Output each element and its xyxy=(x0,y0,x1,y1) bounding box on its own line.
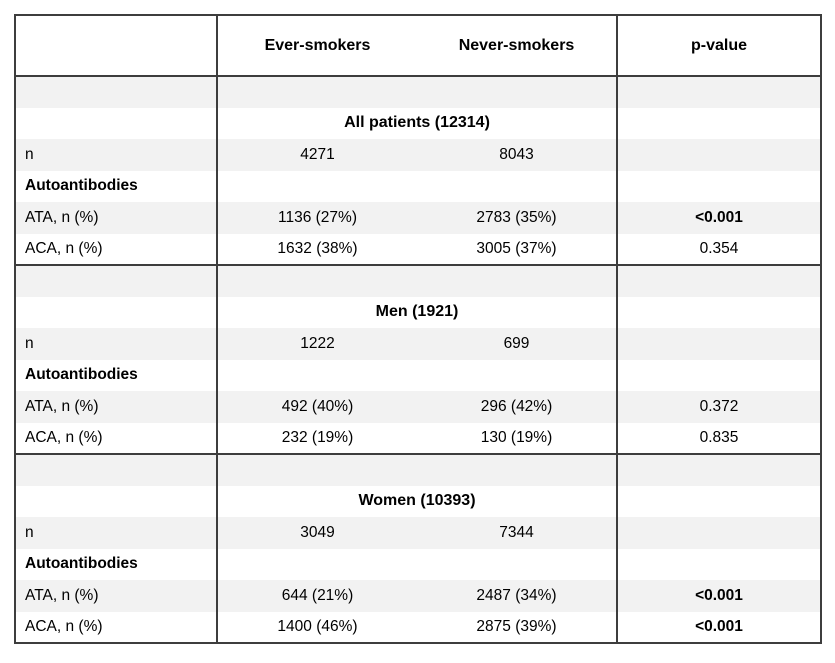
cell-pvalue-ata: 0.372 xyxy=(616,391,821,423)
header-p-value: p-value xyxy=(616,15,821,77)
cell-never-n: 8043 xyxy=(417,139,617,171)
table-container: Ever-smokers Never-smokers p-value All p… xyxy=(14,14,822,644)
n-row: n 4271 8043 xyxy=(15,139,821,171)
section-title-all-patients: All patients (12314) xyxy=(216,107,617,139)
cell-never-n: 699 xyxy=(417,328,617,360)
cell-pvalue-aca: 0.354 xyxy=(616,233,821,266)
cell-ever-ata: 644 (21%) xyxy=(216,580,417,612)
empty-cell xyxy=(216,265,417,297)
empty-cell xyxy=(417,171,617,203)
empty-cell xyxy=(417,265,617,297)
cell-never-aca: 130 (19%) xyxy=(417,422,617,455)
section-title-row: Women (10393) xyxy=(15,485,821,518)
cell-ever-aca: 1632 (38%) xyxy=(216,233,417,266)
smokers-autoantibodies-table: Ever-smokers Never-smokers p-value All p… xyxy=(14,14,822,644)
autoantibodies-row: Autoantibodies xyxy=(15,170,821,203)
row-label-n: n xyxy=(15,328,217,360)
n-row: n 3049 7344 xyxy=(15,517,821,549)
cell-pvalue-ata: <0.001 xyxy=(616,202,821,234)
row-label-autoantibodies: Autoantibodies xyxy=(25,366,138,384)
cell-ever-n: 1222 xyxy=(216,328,417,360)
section-title-women: Women (10393) xyxy=(216,485,617,517)
aca-row: ACA, n (%) 1632 (38%) 3005 (37%) 0.354 xyxy=(15,233,821,266)
cell-ever-n: 4271 xyxy=(216,139,417,171)
empty-cell xyxy=(616,328,821,360)
ata-row: ATA, n (%) 644 (21%) 2487 (34%) <0.001 xyxy=(15,580,821,612)
spacer-row xyxy=(15,76,821,108)
empty-cell xyxy=(417,549,617,581)
row-label-autoantibodies: Autoantibodies xyxy=(25,177,138,195)
empty-cell xyxy=(616,454,821,486)
empty-cell xyxy=(15,486,217,518)
empty-cell xyxy=(616,548,821,580)
empty-cell xyxy=(15,108,217,140)
cell-pvalue-ata: <0.001 xyxy=(616,580,821,612)
empty-cell xyxy=(616,139,821,171)
empty-cell xyxy=(15,76,217,108)
empty-cell xyxy=(15,297,217,329)
empty-cell xyxy=(417,360,617,392)
cell-ever-aca: 1400 (46%) xyxy=(216,611,417,643)
row-label-aca: ACA, n (%) xyxy=(15,422,217,455)
cell-ever-ata: 1136 (27%) xyxy=(216,202,417,234)
cell-pvalue-aca: <0.001 xyxy=(616,611,821,643)
empty-cell xyxy=(616,265,821,297)
empty-cell xyxy=(216,548,417,580)
cell-never-ata: 2487 (34%) xyxy=(417,580,617,612)
aca-row: ACA, n (%) 232 (19%) 130 (19%) 0.835 xyxy=(15,422,821,455)
empty-cell xyxy=(216,359,417,391)
empty-cell xyxy=(616,170,821,202)
cell-ever-n: 3049 xyxy=(216,517,417,549)
ata-row: ATA, n (%) 1136 (27%) 2783 (35%) <0.001 xyxy=(15,202,821,234)
empty-cell xyxy=(616,517,821,549)
header-corner-cell xyxy=(15,15,217,77)
section-title-row: Men (1921) xyxy=(15,296,821,329)
empty-cell xyxy=(417,454,617,486)
header-ever-smokers: Ever-smokers xyxy=(216,15,417,77)
aca-row: ACA, n (%) 1400 (46%) 2875 (39%) <0.001 xyxy=(15,611,821,643)
empty-cell xyxy=(216,454,417,486)
row-label-ata: ATA, n (%) xyxy=(15,580,217,612)
spacer-row xyxy=(15,454,821,486)
cell-never-aca: 2875 (39%) xyxy=(476,617,557,635)
empty-cell xyxy=(616,359,821,391)
ata-row: ATA, n (%) 492 (40%) 296 (42%) 0.372 xyxy=(15,391,821,423)
empty-cell xyxy=(616,107,821,139)
empty-cell xyxy=(15,265,217,297)
empty-cell xyxy=(216,170,417,202)
row-label-ata: ATA, n (%) xyxy=(15,391,217,423)
row-label-n: n xyxy=(15,517,217,549)
row-label-aca: ACA, n (%) xyxy=(25,617,103,635)
empty-cell xyxy=(15,454,217,486)
autoantibodies-row: Autoantibodies xyxy=(15,548,821,581)
cell-pvalue-aca: 0.835 xyxy=(616,422,821,455)
autoantibodies-row: Autoantibodies xyxy=(15,359,821,392)
cell-ever-aca: 232 (19%) xyxy=(216,422,417,455)
cell-never-ata: 2783 (35%) xyxy=(417,202,617,234)
cell-never-n: 7344 xyxy=(417,517,617,549)
row-label-n: n xyxy=(15,139,217,171)
spacer-row xyxy=(15,265,821,297)
header-never-smokers: Never-smokers xyxy=(417,15,617,77)
row-label-autoantibodies: Autoantibodies xyxy=(25,555,138,573)
section-title-row: All patients (12314) xyxy=(15,107,821,140)
cell-never-ata: 296 (42%) xyxy=(417,391,617,423)
empty-cell xyxy=(216,76,417,108)
empty-cell xyxy=(417,76,617,108)
header-row: Ever-smokers Never-smokers p-value xyxy=(15,15,821,77)
row-label-ata: ATA, n (%) xyxy=(15,202,217,234)
cell-ever-ata: 492 (40%) xyxy=(216,391,417,423)
empty-cell xyxy=(616,485,821,517)
cell-never-aca: 3005 (37%) xyxy=(417,233,617,266)
section-title-men: Men (1921) xyxy=(216,296,617,328)
n-row: n 1222 699 xyxy=(15,328,821,360)
row-label-aca: ACA, n (%) xyxy=(15,233,217,266)
empty-cell xyxy=(616,296,821,328)
empty-cell xyxy=(616,76,821,108)
